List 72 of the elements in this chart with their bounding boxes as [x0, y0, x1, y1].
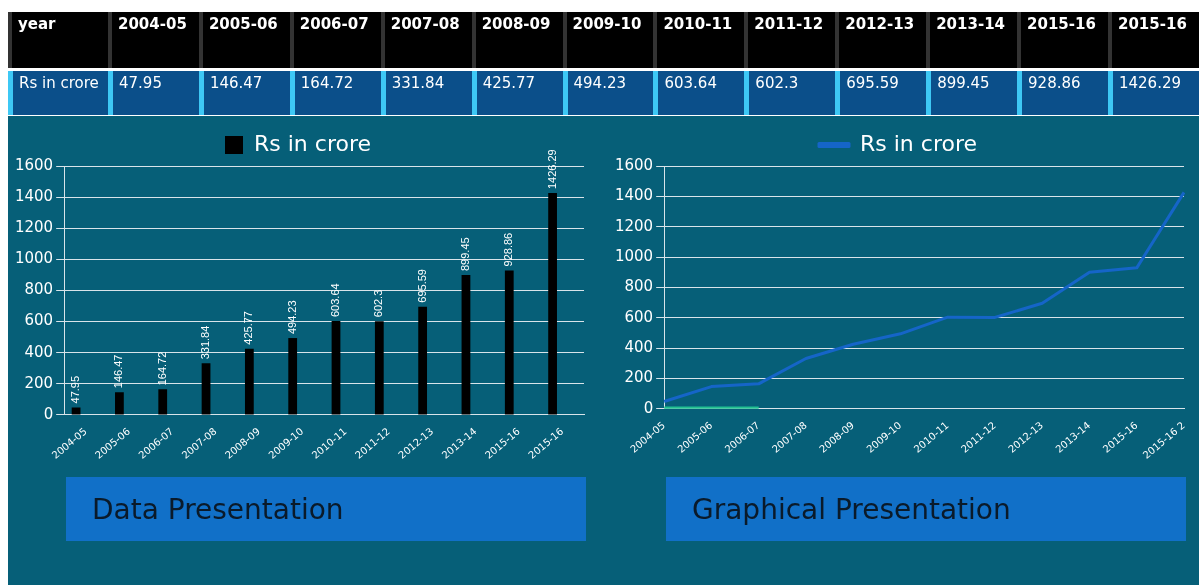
data-label: 331.84 — [199, 325, 212, 360]
data-label: 425.77 — [242, 311, 255, 345]
data-label: 603.64 — [329, 283, 342, 318]
category-label: 2012-13 — [835, 12, 927, 68]
bar — [288, 338, 298, 415]
category-label: 2015-16 — [1107, 12, 1199, 68]
y-tick-label: 400 — [624, 338, 654, 356]
y-tick-label: 1400 — [614, 186, 654, 205]
y-tick-label: 800 — [624, 277, 654, 296]
category-label: 2007-08 — [380, 12, 472, 68]
y-tick-label: 1400 — [14, 187, 54, 206]
bar — [115, 392, 124, 415]
bar — [374, 321, 384, 415]
data-label: 494.23 — [562, 71, 654, 115]
data-label: 695.59 — [415, 269, 428, 303]
text: Data Presentation — [66, 477, 586, 541]
y-tick-label: 200 — [24, 373, 54, 392]
bar — [461, 275, 471, 415]
data-label: 331.84 — [380, 71, 472, 115]
data-label: 928.86 — [502, 232, 515, 267]
data-label: 47.95 — [69, 375, 82, 404]
bar — [71, 407, 81, 415]
y-tick-label: 0 — [643, 398, 654, 417]
category-label: 2004-05 — [108, 12, 199, 68]
bar — [158, 389, 168, 415]
legend-label: Rs in crore — [860, 130, 978, 156]
y-tick-label: 600 — [24, 311, 54, 330]
data-label: 47.95 — [108, 71, 199, 115]
text: year — [8, 12, 108, 68]
y-tick-label: 400 — [24, 342, 54, 361]
y-tick-label: 1200 — [614, 216, 654, 235]
y-tick-label: 1200 — [14, 218, 54, 237]
data-label: 146.47 — [198, 71, 290, 115]
y-tick-label: 1600 — [14, 155, 54, 174]
data-label: 164.72 — [289, 71, 381, 115]
bar — [331, 321, 341, 415]
category-label: 2008-09 — [471, 12, 563, 68]
legend-label: Rs in crore — [254, 130, 372, 156]
category-label: 2009-10 — [562, 12, 654, 68]
data-label: 695.59 — [835, 71, 927, 115]
y-tick-label: 1000 — [614, 246, 654, 265]
text: Rs in crore — [8, 71, 108, 115]
bar — [418, 306, 428, 415]
category-label: 2013-14 — [926, 12, 1018, 68]
y-tick-label: 800 — [24, 280, 54, 299]
data-label: 928.86 — [1017, 71, 1108, 115]
y-tick-label: 200 — [624, 368, 654, 387]
y-tick-label: 1600 — [614, 155, 654, 174]
data-label: 425.77 — [471, 71, 563, 115]
y-tick-label: 1000 — [14, 249, 54, 268]
data-label: 899.45 — [458, 237, 471, 271]
data-label: 1426.29 — [1107, 71, 1199, 115]
bar — [244, 348, 254, 415]
category-label: 2006-07 — [289, 12, 381, 68]
bar — [201, 363, 211, 415]
data-label: 494.23 — [285, 300, 298, 335]
category-label: 2015-16 — [1017, 12, 1108, 68]
data-label: 899.45 — [926, 71, 1018, 115]
bar — [548, 193, 557, 415]
text: Graphical Presentation — [666, 477, 1186, 541]
category-label: 2010-11 — [653, 12, 745, 68]
data-label: 602.3 — [744, 71, 836, 115]
bar — [504, 270, 514, 415]
y-tick-label: 0 — [43, 404, 54, 423]
category-label: 2005-06 — [198, 12, 290, 68]
data-label: 164.72 — [155, 351, 168, 386]
data-label: 602.3 — [372, 289, 385, 318]
data-label: 146.47 — [112, 354, 125, 389]
category-label: 2011-12 — [744, 12, 836, 68]
data-label: 603.64 — [653, 71, 745, 115]
y-tick-label: 600 — [624, 307, 654, 326]
data-label: 1426.29 — [545, 149, 558, 190]
